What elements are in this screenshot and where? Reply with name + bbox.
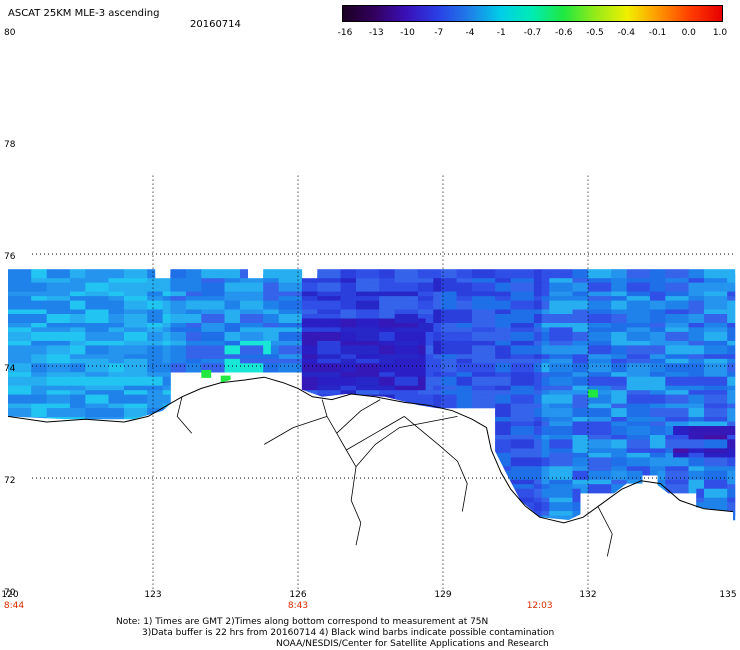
mle-cell xyxy=(201,363,210,373)
mle-cell xyxy=(642,466,651,476)
mle-cell xyxy=(425,399,434,409)
mle-cell xyxy=(673,484,682,494)
mle-cell xyxy=(263,363,272,373)
mle-cell xyxy=(472,399,480,409)
river-channel xyxy=(355,416,458,468)
latitude-label: 74 xyxy=(4,364,16,374)
mle-cell xyxy=(580,484,589,494)
overpass-time: 8:44 xyxy=(3,601,25,611)
date-label: 20160714 xyxy=(190,19,241,30)
mle-cell xyxy=(433,399,442,409)
footnote-line-1: Note: 1) Times are GMT 2)Times along bot… xyxy=(116,617,489,627)
mle-cell xyxy=(611,484,620,494)
mle-cell xyxy=(255,363,264,373)
longitude-label: 135 xyxy=(719,590,737,600)
mle-cell xyxy=(441,399,450,409)
latitude-label: 72 xyxy=(4,476,16,486)
color-scale-label: -0.5 xyxy=(586,28,604,38)
latitude-label: 78 xyxy=(4,140,16,150)
latitude-label: 70 xyxy=(4,588,16,598)
color-scale-label: -0.7 xyxy=(523,28,542,38)
overpass-time: 12:03 xyxy=(526,601,553,611)
title: ASCAT 25KM MLE-3 ascending xyxy=(8,8,160,19)
longitude-label: 132 xyxy=(579,590,597,600)
color-scale-label: 0.0 xyxy=(681,28,696,38)
coastline xyxy=(7,376,734,524)
color-scale-label: -7 xyxy=(434,28,444,38)
mle-cell xyxy=(688,484,697,494)
mle-cell xyxy=(665,484,674,494)
color-scale-label: -4 xyxy=(465,28,475,38)
mle-cell xyxy=(216,363,225,373)
mle-cell xyxy=(178,363,187,373)
mle-cell xyxy=(464,399,473,409)
latitude-label: 80 xyxy=(4,28,16,38)
mle-cell xyxy=(170,363,179,373)
color-scale-label: -0.1 xyxy=(648,28,667,38)
mle-cell xyxy=(448,399,457,409)
mle-cell-flagged xyxy=(220,375,231,384)
mle-cell xyxy=(232,363,241,373)
mle-cell xyxy=(278,363,287,373)
river-channel xyxy=(263,416,328,445)
mle-cell xyxy=(286,363,295,373)
river-channel xyxy=(336,399,381,434)
mle-cell xyxy=(417,399,426,409)
river-channel xyxy=(176,396,193,434)
longitude-label: 123 xyxy=(144,590,162,600)
color-scale-label: -0.4 xyxy=(617,28,636,38)
longitude-label: 126 xyxy=(289,590,307,600)
latitude-label: 76 xyxy=(4,252,16,262)
mle-cell-flagged xyxy=(588,389,598,398)
mle-cell xyxy=(479,399,488,409)
mle-cell xyxy=(240,363,248,373)
mle-cell xyxy=(209,363,218,373)
river-channel xyxy=(346,416,405,451)
mle-cell xyxy=(588,484,596,494)
river-channel xyxy=(597,505,613,557)
mle-cell xyxy=(193,363,202,373)
longitude-label: 129 xyxy=(434,590,452,600)
mle-cell xyxy=(649,466,658,476)
mle-cell xyxy=(595,484,604,494)
river-channel xyxy=(404,416,468,512)
land-mask xyxy=(8,374,733,590)
footnote-credit: NOAA/NESDIS/Center for Satellite Applica… xyxy=(276,639,549,649)
color-scale-bar xyxy=(342,5,723,22)
longitude-label: 120 xyxy=(1,590,19,600)
mle-cell xyxy=(487,399,496,409)
color-scale-label: -13 xyxy=(368,28,384,38)
footnote-line-2: 3)Data buffer is 22 hrs from 20160714 4)… xyxy=(142,628,555,638)
mle-cell-flagged xyxy=(201,370,212,378)
mle-cell xyxy=(185,363,194,373)
mle-cell xyxy=(680,484,689,494)
mle-cell xyxy=(224,363,233,373)
color-scale-label: -16 xyxy=(337,28,353,38)
mle-cell xyxy=(456,399,465,409)
mle-cell xyxy=(603,484,612,494)
river-channel xyxy=(350,466,362,546)
color-scale-label: -10 xyxy=(400,28,415,38)
mle-swath xyxy=(8,269,736,530)
mle-cell xyxy=(247,363,256,373)
overpass-time: 8:43 xyxy=(287,601,309,611)
color-scale-label: -1 xyxy=(496,28,506,38)
mle-cell xyxy=(270,363,279,373)
color-scale-label: -0.6 xyxy=(554,28,573,38)
color-scale-label: 1.0 xyxy=(712,28,728,38)
